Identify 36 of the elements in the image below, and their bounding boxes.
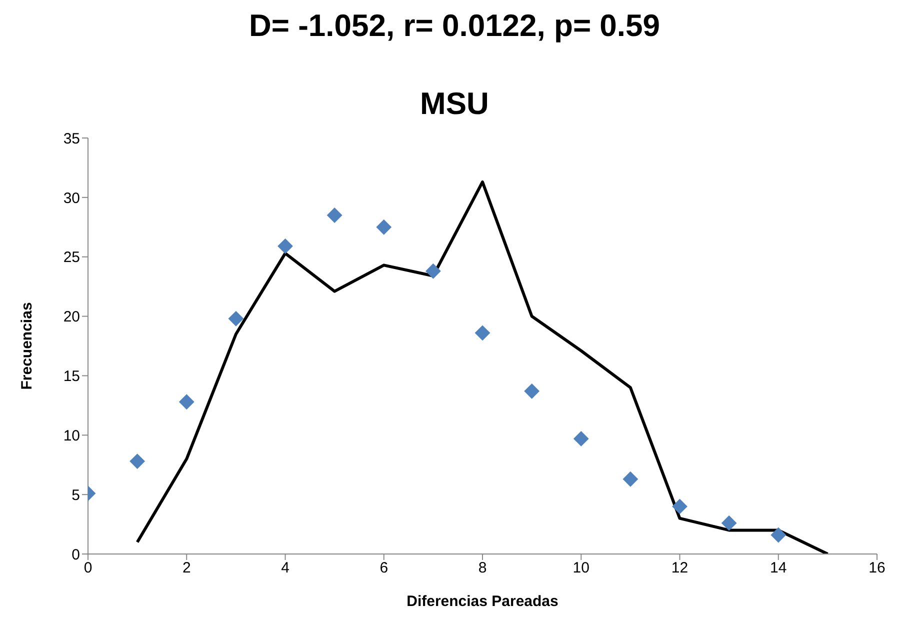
- point: [524, 384, 540, 399]
- point: [622, 472, 638, 487]
- x-tick-label: 10: [572, 560, 590, 577]
- x-tick-label: 14: [770, 560, 787, 577]
- y-tick-label: 5: [72, 486, 80, 504]
- y-tick-label: 25: [63, 249, 80, 266]
- point: [327, 208, 342, 223]
- x-tick-label: 2: [182, 560, 191, 577]
- y-tick-label: 35: [63, 130, 80, 148]
- x-axis-title: Diferencias Pareadas: [406, 593, 558, 610]
- y-tick-label: 30: [63, 190, 80, 207]
- x-tick-label: 6: [380, 560, 388, 577]
- point: [475, 325, 490, 340]
- point: [672, 498, 688, 514]
- point: [770, 527, 786, 542]
- x-tick-label: 8: [478, 560, 487, 577]
- x-tick-label: 0: [84, 560, 92, 577]
- line-series: [136, 180, 830, 554]
- point: [179, 394, 194, 410]
- chart-title: D= -1.052, r= 0.0122, p= 0.59: [248, 8, 662, 45]
- point: [574, 431, 589, 446]
- x-tick-label: 4: [281, 560, 290, 577]
- y-tick-label: 15: [63, 368, 80, 386]
- point: [228, 311, 244, 326]
- chart-subtitle: MSU: [419, 86, 490, 123]
- x-tick-label: 12: [671, 560, 688, 577]
- point: [426, 264, 441, 279]
- y-tick-label: 20: [63, 308, 80, 326]
- point: [722, 516, 737, 531]
- x-tick-label: 16: [868, 560, 886, 577]
- y-tick-label: 0: [72, 546, 80, 564]
- point: [278, 238, 293, 254]
- y-tick-label: 10: [63, 427, 80, 444]
- point: [130, 454, 145, 469]
- point: [376, 220, 392, 235]
- y-axis-title: Frecuencias: [18, 302, 36, 390]
